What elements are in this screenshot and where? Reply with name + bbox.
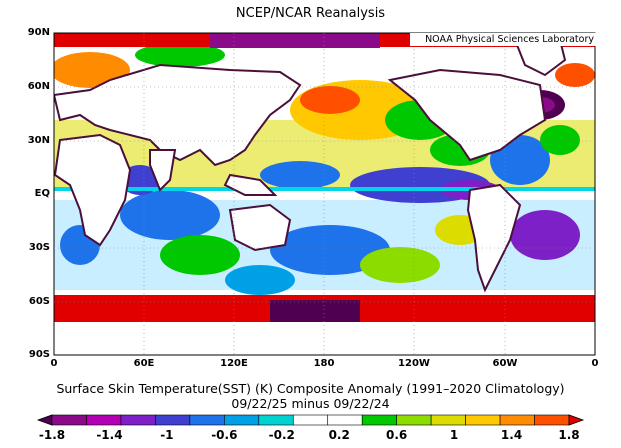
- lon-label: 0: [50, 358, 58, 369]
- lat-label: 30N: [27, 135, 50, 146]
- colorbar-swatch: [396, 414, 432, 426]
- colorbar-label: 1.8: [558, 428, 580, 442]
- lon-label: 120E: [220, 358, 248, 369]
- lon-label: 60W: [492, 358, 518, 369]
- colorbar-label: -1.4: [96, 428, 123, 442]
- colorbar-label: 0.2: [328, 428, 350, 442]
- colorbar-swatch: [430, 414, 466, 426]
- anomaly-field: [54, 33, 595, 355]
- colorbar-swatch: [292, 414, 329, 426]
- lat-label: 60N: [27, 81, 50, 92]
- colorbar-swatch: [224, 414, 260, 426]
- colorbar-swatch: [258, 414, 294, 426]
- colorbar-swatch: [51, 414, 87, 426]
- lat-label: 90S: [28, 349, 50, 360]
- page-title: NCEP/NCAR Reanalysis: [235, 6, 386, 21]
- colorbar-label: -0.6: [211, 428, 238, 442]
- lon-label: 60E: [133, 358, 155, 369]
- colorbar-swatch: [534, 414, 570, 426]
- lat-label: 60S: [28, 296, 50, 307]
- gridlines: [54, 33, 595, 355]
- colorbar-swatch: [189, 414, 225, 426]
- colorbar-label: 1: [449, 428, 459, 442]
- colorbar: [36, 414, 585, 426]
- lon-label: 0: [591, 358, 599, 369]
- colorbar-label: 1.4: [500, 428, 523, 442]
- lat-label: 30S: [28, 242, 50, 253]
- colorbar-swatch: [120, 414, 156, 426]
- colorbar-label: -0.2: [268, 428, 295, 442]
- colorbar-arrow-low: [36, 414, 53, 426]
- colorbar-swatch: [465, 414, 501, 426]
- lon-label: 180: [313, 358, 335, 369]
- credit-label: NOAA Physical Sciences Laboratory: [410, 33, 596, 46]
- colorbar-swatch: [155, 414, 191, 426]
- colorbar-swatch: [361, 414, 397, 426]
- colorbar-swatch: [86, 414, 122, 426]
- map-caption: Surface Skin Temperature(SST) (K) Compos…: [56, 381, 565, 396]
- lon-label: 120W: [398, 358, 430, 369]
- lat-label: 90N: [27, 27, 50, 38]
- colorbar-arrow-high: [568, 414, 585, 426]
- continent-outlines: [54, 39, 567, 293]
- map-date-range: 09/22/25 minus 09/22/24: [231, 396, 390, 411]
- colorbar-label: -1: [160, 428, 174, 442]
- lat-label: EQ: [34, 188, 50, 199]
- colorbar-swatch: [327, 414, 363, 426]
- colorbar-label: 0.6: [386, 428, 408, 442]
- colorbar-swatch: [499, 414, 535, 426]
- colorbar-label: -1.8: [38, 428, 66, 442]
